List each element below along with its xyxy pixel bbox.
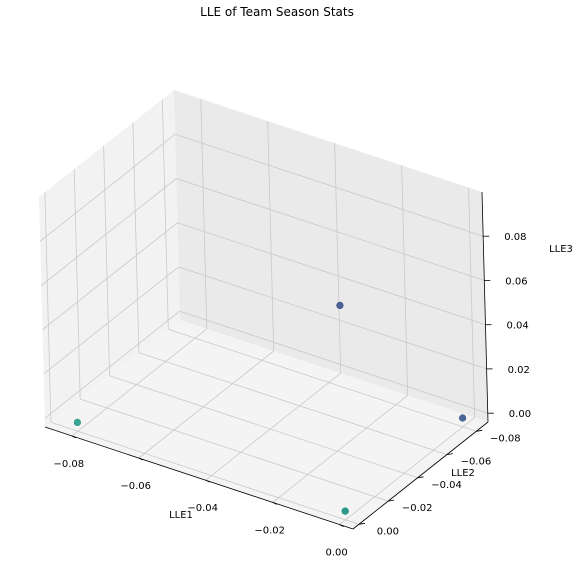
- data-point: [73, 418, 81, 427]
- z-axis-line: [481, 191, 489, 423]
- x-tick-label: −0.08: [53, 459, 84, 470]
- y-tick: [417, 476, 424, 479]
- grid-lines: [39, 98, 488, 525]
- x-grid-floor: [138, 350, 274, 459]
- y-tick-label: −0.08: [490, 433, 521, 444]
- z-grid-left: [39, 133, 176, 242]
- x-grid-floor: [71, 328, 208, 437]
- x-tick-label: −0.04: [187, 503, 218, 514]
- data-point: [459, 414, 467, 422]
- x-grid-back: [334, 143, 342, 374]
- y-tick-label: −0.02: [402, 503, 433, 514]
- y-tick-label: 0.00: [377, 526, 399, 537]
- z-grid-left: [44, 310, 181, 419]
- y-tick-label: −0.06: [461, 457, 492, 468]
- x-grid-back: [468, 187, 475, 418]
- z-grid-back: [179, 310, 488, 414]
- x-tick: [71, 435, 76, 439]
- y-axis-line: [352, 421, 489, 530]
- y-grid-floor: [168, 328, 477, 432]
- chart-title: LLE of Team Season Stats: [200, 5, 354, 19]
- x-tick: [205, 479, 210, 483]
- x-grid-back: [401, 165, 409, 396]
- z-tick-label: 0.00: [509, 409, 531, 420]
- x-grid-floor: [339, 417, 475, 525]
- x-tick-label: −0.06: [120, 481, 151, 492]
- y-grid-left: [73, 169, 81, 400]
- z-axis-label: LLE3: [549, 244, 573, 255]
- tick-labels: −0.08 −0.06 −0.04 −0.02 0.00 −0.08 −0.06 −0.04 −…: [53, 232, 531, 558]
- y-grid-left: [44, 192, 52, 423]
- y-grid-left: [103, 145, 110, 376]
- z-grid-back: [178, 266, 487, 370]
- x-tick: [339, 524, 344, 527]
- z-tick-label: 0.04: [507, 321, 529, 332]
- y-tick: [388, 499, 395, 502]
- tick-marks: [71, 235, 494, 527]
- y-axis-label: LLE2: [451, 468, 475, 479]
- floor-pane: [45, 320, 488, 529]
- z-grid-back: [175, 133, 484, 237]
- axis-lines: [44, 191, 489, 530]
- y-tick: [358, 522, 365, 525]
- z-tick-label: 0.02: [508, 365, 530, 376]
- y-tick: [476, 429, 483, 432]
- axes-panes: [39, 90, 488, 529]
- z-grid-left: [42, 222, 178, 331]
- x-tick-label: −0.02: [254, 525, 285, 536]
- back-pane: [174, 90, 488, 422]
- y-grid-floor: [80, 398, 389, 502]
- y-tick-label: −0.04: [431, 480, 462, 491]
- x-grid-back: [200, 98, 208, 329]
- y-grid-left: [132, 122, 140, 353]
- z-grid-left: [43, 266, 179, 375]
- y-grid-left: [161, 99, 169, 330]
- z-grid-left: [41, 178, 177, 286]
- z-grid-back: [176, 178, 485, 281]
- x-tick: [272, 502, 277, 505]
- x-tick: [138, 457, 143, 461]
- data-points: [73, 301, 467, 515]
- x-grid-floor: [205, 372, 341, 481]
- y-grid-floor: [109, 375, 418, 479]
- x-axis-line: [44, 426, 354, 530]
- x-tick-label: 0.00: [325, 548, 347, 559]
- data-point: [341, 507, 349, 515]
- z-tick-label: 0.08: [504, 232, 526, 243]
- x-axis-label: LLE1: [169, 510, 193, 521]
- x-grid-back: [267, 120, 275, 352]
- x-grid-floor: [272, 395, 408, 503]
- y-grid-floor: [138, 352, 448, 455]
- y-grid-floor: [50, 421, 360, 525]
- z-tick-label: 0.06: [505, 277, 527, 288]
- z-grid-back: [177, 222, 486, 326]
- data-point: [336, 301, 344, 310]
- y-tick: [446, 453, 453, 455]
